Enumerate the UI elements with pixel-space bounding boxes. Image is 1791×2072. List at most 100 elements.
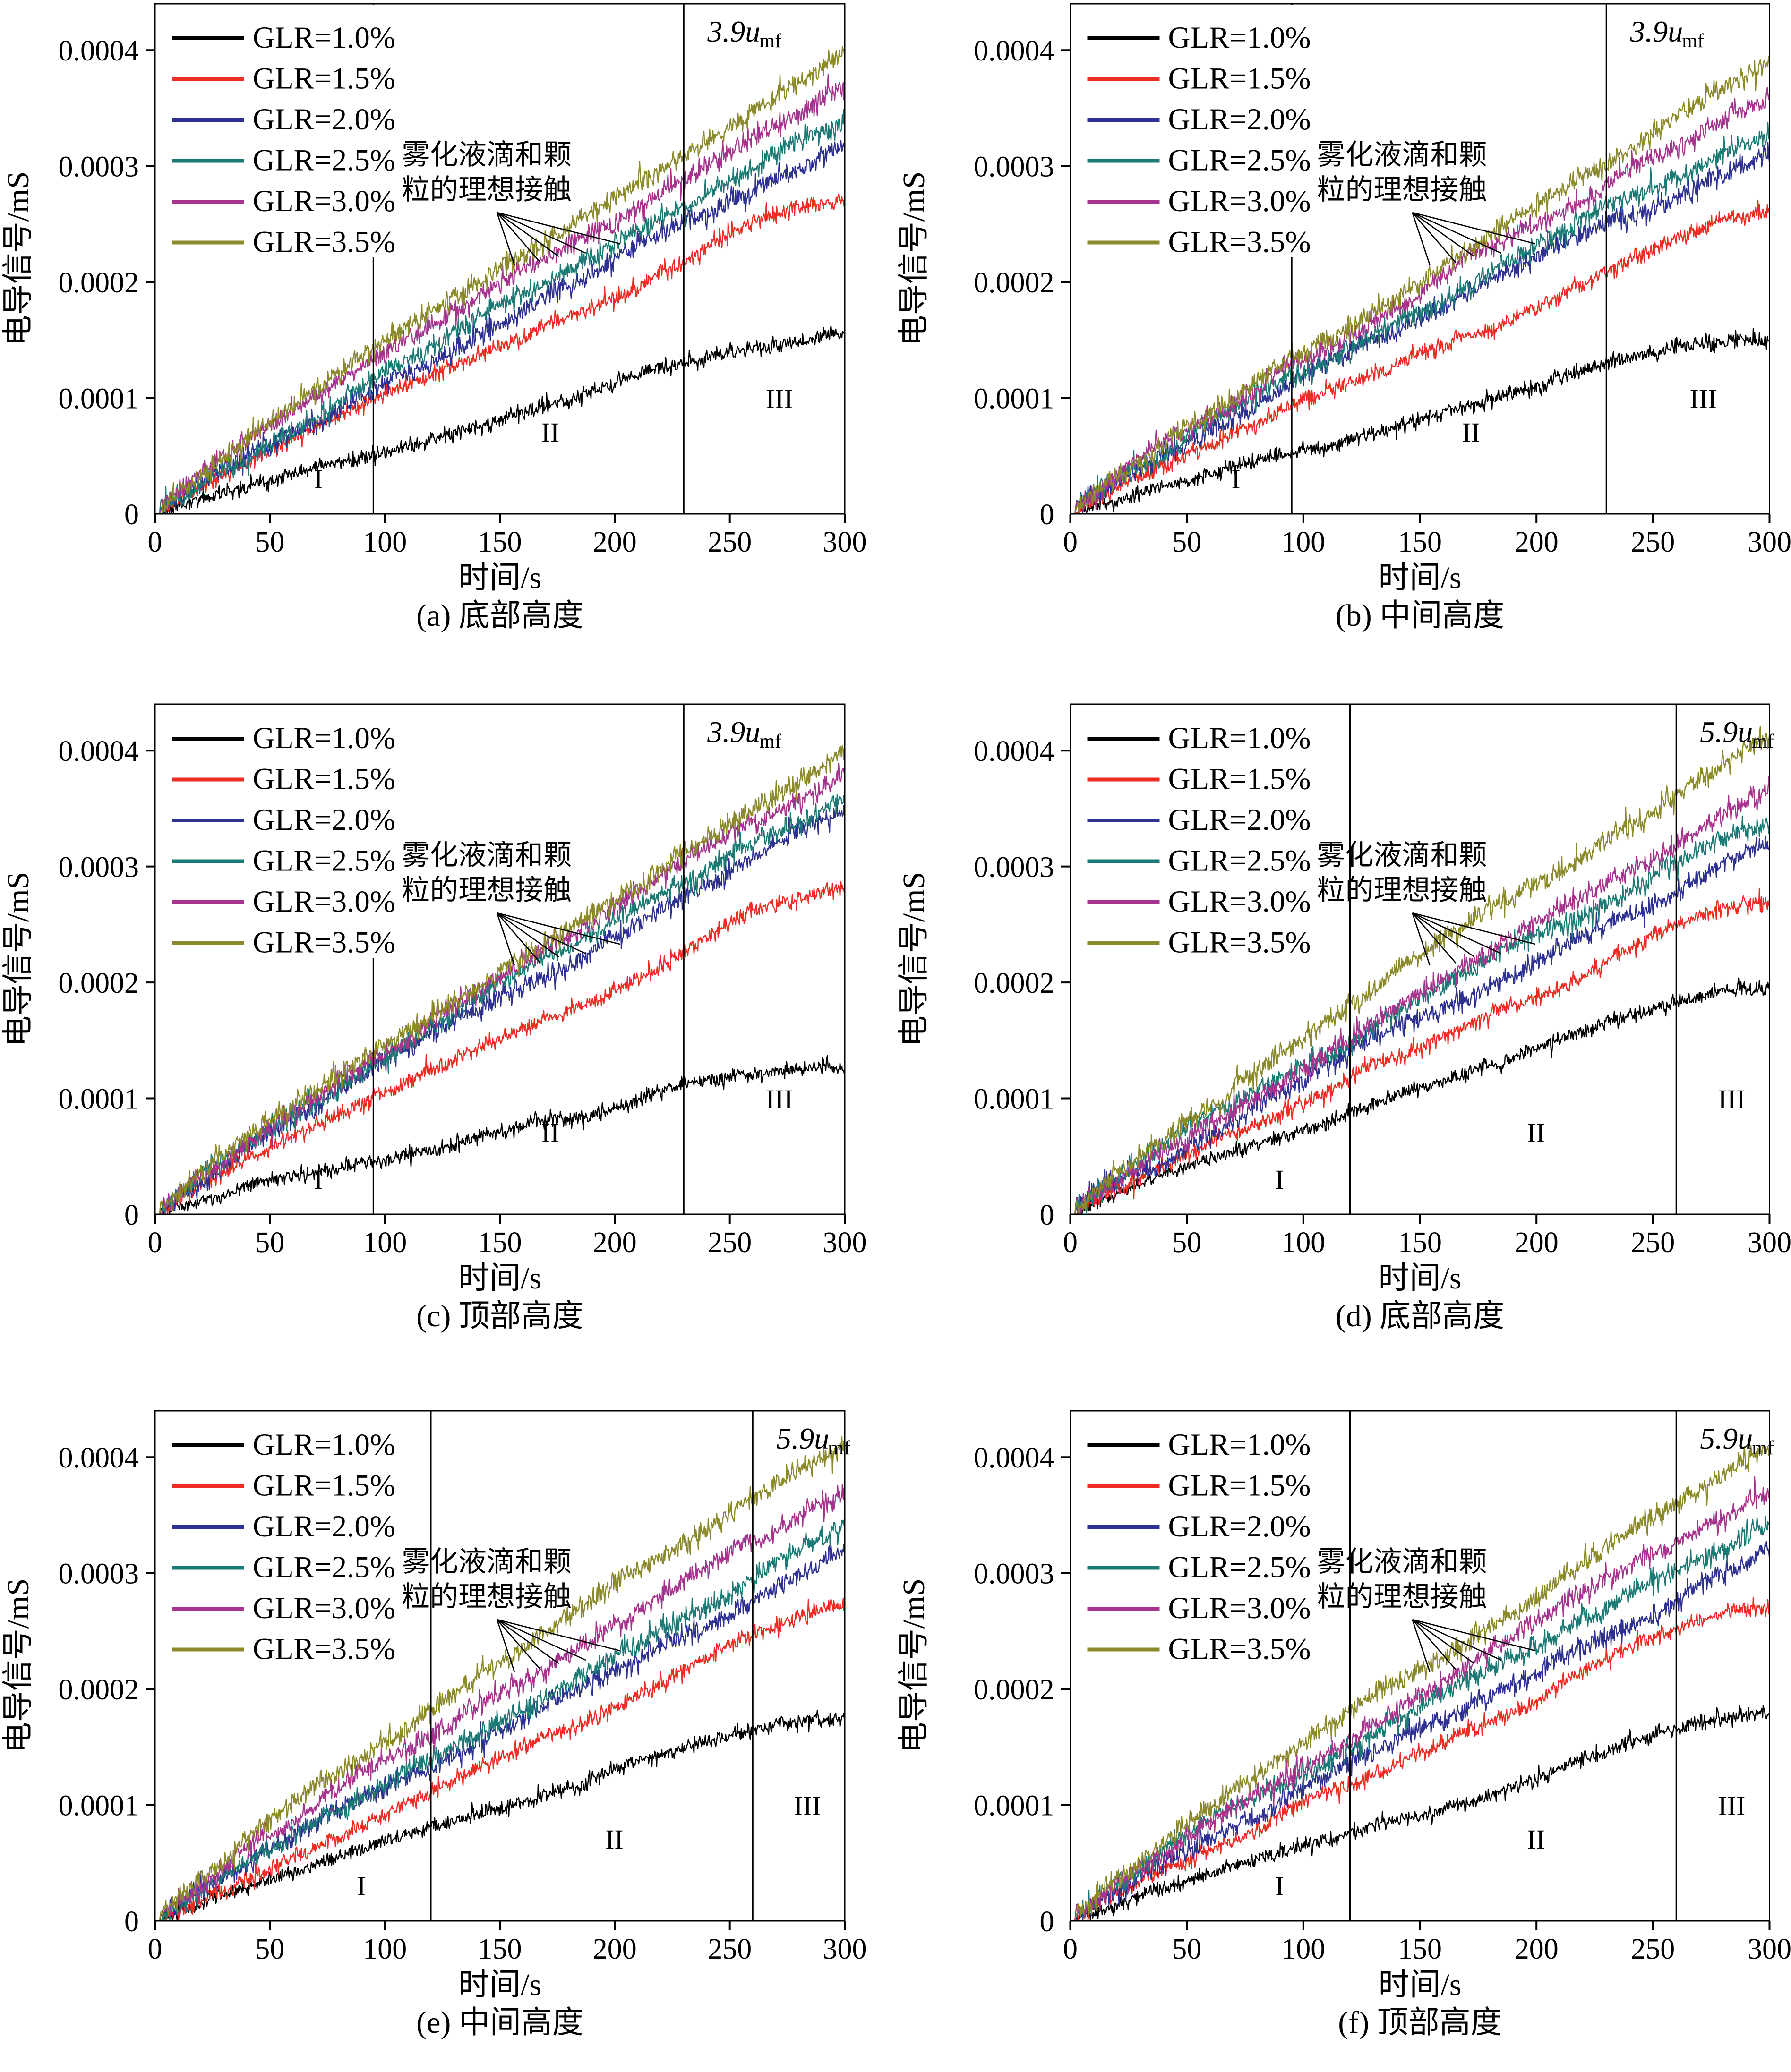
svg-text:100: 100 [363,526,407,558]
svg-text:(c) 顶部高度: (c) 顶部高度 [416,1299,583,1333]
svg-text:200: 200 [593,526,637,558]
svg-text:250: 250 [1631,1933,1675,1965]
svg-text:300: 300 [1748,1933,1791,1965]
svg-text:300: 300 [823,1227,867,1259]
svg-text:电导信号/mS: 电导信号/mS [897,171,931,346]
svg-text:GLR=3.0%: GLR=3.0% [1168,885,1311,919]
svg-text:200: 200 [1514,526,1558,558]
svg-text:0: 0 [1039,1906,1054,1938]
svg-text:0.0003: 0.0003 [974,1558,1054,1590]
svg-text:电导信号/mS: 电导信号/mS [897,872,931,1047]
svg-text:II: II [1526,1117,1545,1148]
svg-text:GLR=2.0%: GLR=2.0% [1168,102,1311,136]
svg-text:GLR=2.0%: GLR=2.0% [1168,1509,1311,1543]
svg-text:0: 0 [1063,1227,1078,1259]
svg-text:0.0001: 0.0001 [59,1790,139,1822]
svg-text:0.0002: 0.0002 [59,1674,139,1706]
svg-text:0: 0 [148,1227,163,1259]
svg-text:0.0004: 0.0004 [59,35,139,67]
svg-text:50: 50 [255,1227,284,1259]
svg-text:150: 150 [1398,526,1442,558]
svg-text:0.0004: 0.0004 [59,1442,139,1474]
svg-text:雾化液滴和颗: 雾化液滴和颗 [1317,1546,1487,1577]
svg-text:0.0004: 0.0004 [974,735,1054,767]
svg-text:GLR=3.5%: GLR=3.5% [1168,225,1311,259]
svg-text:GLR=2.0%: GLR=2.0% [253,1509,395,1543]
svg-text:雾化液滴和颗: 雾化液滴和颗 [402,840,572,871]
svg-text:GLR=1.0%: GLR=1.0% [253,21,395,55]
svg-text:300: 300 [823,1933,867,1965]
svg-text:0: 0 [124,1199,139,1231]
svg-text:0.0001: 0.0001 [59,383,139,415]
svg-text:150: 150 [478,1227,522,1259]
svg-text:250: 250 [1631,1227,1675,1259]
svg-text:(d) 底部高度: (d) 底部高度 [1335,1299,1504,1333]
svg-text:3.9umf: 3.9umf [707,715,781,752]
svg-text:0.0003: 0.0003 [59,852,139,884]
svg-text:III: III [766,1084,793,1115]
svg-text:0.0004: 0.0004 [974,1442,1054,1474]
svg-text:150: 150 [1398,1933,1442,1965]
svg-text:GLR=3.0%: GLR=3.0% [253,1591,395,1625]
svg-text:150: 150 [1398,1227,1442,1259]
svg-text:I: I [1275,1164,1284,1195]
svg-text:I: I [314,1164,323,1195]
svg-text:GLR=3.0%: GLR=3.0% [1168,1591,1311,1625]
svg-text:时间/s: 时间/s [1378,1261,1461,1296]
svg-text:100: 100 [363,1933,407,1965]
svg-text:50: 50 [255,1933,284,1965]
svg-text:GLR=1.0%: GLR=1.0% [1168,21,1311,55]
svg-text:II: II [541,1117,559,1148]
svg-text:GLR=3.5%: GLR=3.5% [1168,926,1311,960]
svg-text:GLR=1.5%: GLR=1.5% [253,1469,395,1503]
svg-text:GLR=2.5%: GLR=2.5% [1168,1551,1311,1585]
svg-text:0.0001: 0.0001 [974,383,1054,415]
svg-text:III: III [1718,1791,1745,1821]
svg-text:GLR=3.5%: GLR=3.5% [253,1632,395,1666]
svg-text:GLR=1.5%: GLR=1.5% [1168,62,1311,96]
svg-text:GLR=1.5%: GLR=1.5% [253,762,395,796]
svg-text:0.0002: 0.0002 [974,967,1054,999]
svg-text:5.9umf: 5.9umf [776,1422,850,1459]
svg-text:粒的理想接触: 粒的理想接触 [1317,1581,1487,1612]
svg-text:GLR=1.0%: GLR=1.0% [253,1428,395,1462]
svg-text:III: III [766,384,793,414]
svg-text:GLR=3.5%: GLR=3.5% [253,926,395,960]
svg-text:100: 100 [1281,1933,1325,1965]
svg-text:0: 0 [124,1906,139,1938]
svg-text:0.0003: 0.0003 [974,151,1054,183]
svg-text:时间/s: 时间/s [458,1261,541,1296]
svg-text:100: 100 [1281,1227,1325,1259]
svg-text:电导信号/mS: 电导信号/mS [897,1578,931,1753]
svg-text:0.0003: 0.0003 [59,1558,139,1590]
svg-text:粒的理想接触: 粒的理想接触 [402,174,572,205]
svg-text:III: III [1718,1084,1745,1115]
svg-text:200: 200 [593,1227,637,1259]
svg-text:0.0001: 0.0001 [974,1083,1054,1116]
svg-text:50: 50 [1172,1227,1201,1259]
svg-text:电导信号/mS: 电导信号/mS [1,171,35,346]
svg-text:I: I [357,1871,366,1901]
svg-text:雾化液滴和颗: 雾化液滴和颗 [1317,840,1487,871]
svg-text:50: 50 [1172,526,1201,558]
svg-text:II: II [1526,1824,1545,1855]
svg-text:150: 150 [478,1933,522,1965]
svg-text:0: 0 [1063,1933,1078,1965]
svg-text:(f) 顶部高度: (f) 顶部高度 [1338,2005,1501,2040]
svg-text:I: I [1275,1871,1284,1901]
svg-text:200: 200 [1514,1227,1558,1259]
svg-text:50: 50 [255,526,284,558]
svg-text:0.0002: 0.0002 [974,1674,1054,1706]
svg-text:GLR=2.5%: GLR=2.5% [253,144,395,178]
svg-text:GLR=3.0%: GLR=3.0% [253,184,395,218]
svg-text:时间/s: 时间/s [458,1968,541,2002]
svg-text:III: III [1689,384,1717,414]
svg-text:GLR=2.5%: GLR=2.5% [1168,144,1311,178]
svg-text:GLR=2.5%: GLR=2.5% [253,1551,395,1585]
svg-text:(e) 中间高度: (e) 中间高度 [416,2005,583,2040]
svg-text:电导信号/mS: 电导信号/mS [1,872,35,1047]
svg-text:3.9umf: 3.9umf [707,15,781,52]
svg-text:时间/s: 时间/s [1378,1968,1461,2002]
svg-text:150: 150 [478,526,522,558]
svg-text:GLR=2.0%: GLR=2.0% [253,803,395,837]
